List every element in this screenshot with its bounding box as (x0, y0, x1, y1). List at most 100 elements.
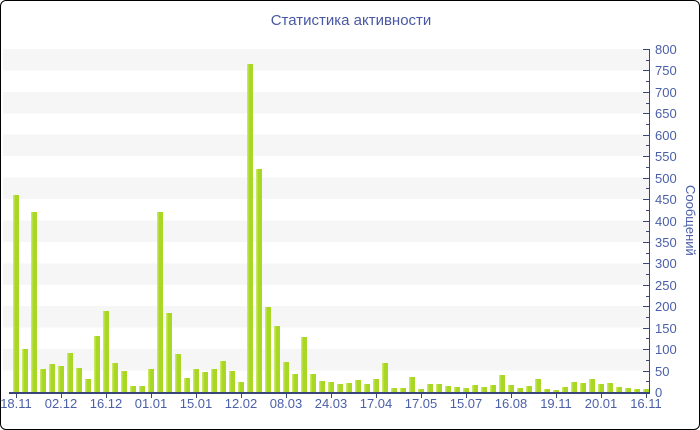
bar (75, 367, 83, 392)
x-axis-tick-label: 02.12 (44, 396, 78, 411)
y-major-tick (643, 220, 649, 222)
y-major-tick (643, 263, 649, 265)
bar (30, 211, 38, 392)
bar (174, 353, 182, 392)
bar (111, 363, 119, 392)
bar (462, 387, 470, 392)
bar (147, 369, 155, 392)
bar (408, 376, 416, 392)
bar (642, 389, 650, 392)
bar (588, 379, 596, 392)
y-minor-tick (646, 166, 649, 168)
bar (543, 389, 551, 392)
bar (237, 381, 245, 392)
x-tick (196, 394, 197, 398)
bar (444, 385, 452, 392)
y-minor-tick (646, 102, 649, 104)
y-major-tick (643, 113, 649, 115)
x-tick (16, 394, 17, 398)
y-axis-tick-label: 350 (655, 234, 677, 250)
plot-area-bands (3, 49, 649, 392)
bar (210, 369, 218, 392)
bar (102, 310, 110, 392)
y-axis-tick-label: 300 (655, 256, 677, 272)
y-minor-tick (646, 145, 649, 147)
x-axis-tick-label: 16.08 (494, 396, 528, 411)
x-tick (331, 394, 332, 398)
x-tick (646, 394, 647, 398)
x-tick (466, 394, 467, 398)
y-major-tick (643, 49, 649, 50)
bar (489, 385, 497, 392)
x-axis-tick-label: 18.11 (0, 396, 32, 411)
bar (273, 325, 281, 392)
y-axis-tick-label: 800 (655, 42, 677, 57)
y-minor-tick (646, 359, 649, 361)
y-minor-tick (646, 59, 649, 61)
bar (264, 307, 272, 392)
bar (282, 361, 290, 392)
bar (399, 387, 407, 392)
y-minor-tick (646, 338, 649, 340)
y-axis-tick-label: 650 (655, 106, 677, 122)
x-axis-tick-label: 24.03 (314, 396, 348, 411)
x-axis-tick-label: 15.07 (449, 396, 483, 411)
y-major-tick (643, 349, 649, 351)
x-tick (601, 394, 602, 398)
y-major-tick (643, 284, 649, 286)
bar (228, 370, 236, 392)
x-axis-tick-label: 20.01 (584, 396, 618, 411)
y-minor-tick (646, 252, 649, 254)
bar (471, 385, 479, 392)
bar (561, 386, 569, 392)
y-axis-tick-label: 700 (655, 84, 677, 100)
y-minor-tick (646, 316, 649, 318)
bar (615, 386, 623, 392)
bar (534, 379, 542, 392)
y-major-tick (643, 327, 649, 329)
bar (120, 370, 128, 392)
x-tick (151, 394, 152, 398)
bar (300, 337, 308, 392)
bar (570, 381, 578, 392)
y-axis-tick-label: 450 (655, 192, 677, 208)
x-axis-tick-label: 08.03 (269, 396, 303, 411)
bar (606, 382, 614, 392)
y-major-tick (643, 134, 649, 136)
bar (39, 369, 47, 392)
y-minor-tick (646, 231, 649, 233)
bar (525, 385, 533, 392)
bar (129, 385, 137, 392)
y-axis-tick-label: 100 (655, 342, 677, 358)
y-major-tick (643, 199, 649, 201)
x-tick (556, 394, 557, 398)
bar (201, 371, 209, 392)
x-axis-tick-label: 16.12 (89, 396, 123, 411)
bar (21, 349, 29, 392)
y-axis-title: Сообщений (683, 185, 698, 256)
y-axis-tick-label: 500 (655, 170, 677, 186)
x-axis-tick-label: 01.01 (134, 396, 168, 411)
y-major-tick (643, 370, 649, 372)
y-axis-tick-label: 550 (655, 149, 677, 165)
y-minor-tick (646, 124, 649, 126)
y-minor-tick (646, 209, 649, 211)
bar (507, 385, 515, 392)
y-axis-tick-label: 250 (655, 277, 677, 293)
y-minor-tick (646, 81, 649, 83)
bar (633, 388, 641, 392)
x-tick (241, 394, 242, 398)
x-tick (421, 394, 422, 398)
bar (336, 384, 344, 392)
bar (516, 387, 524, 392)
x-tick (376, 394, 377, 398)
bar (12, 194, 20, 392)
y-axis-tick-label: 750 (655, 63, 677, 79)
y-major-tick (643, 241, 649, 243)
bar (309, 373, 317, 392)
y-axis-tick-label: 200 (655, 299, 677, 315)
bar (246, 63, 254, 392)
y-major-tick (643, 177, 649, 179)
